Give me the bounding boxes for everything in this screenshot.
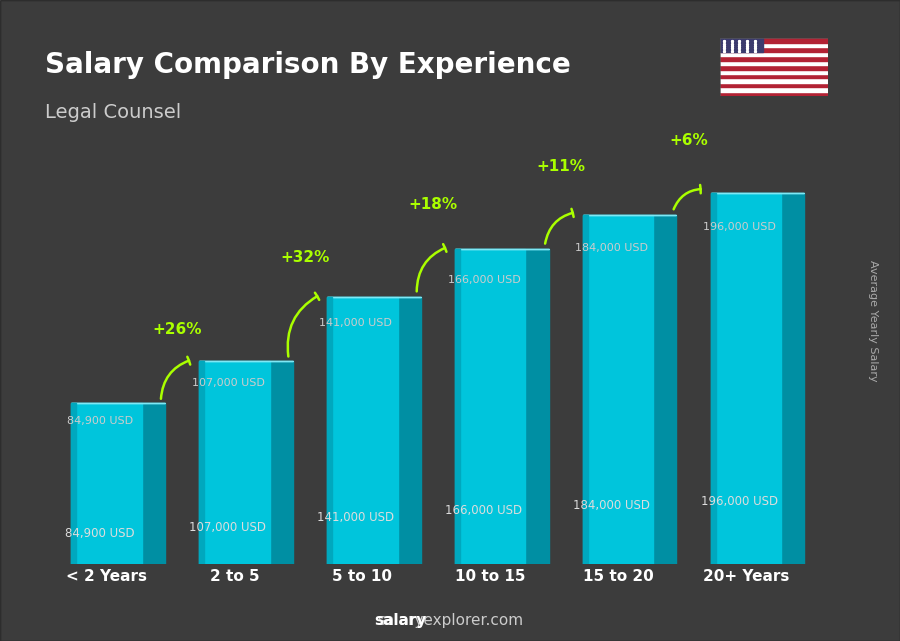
Bar xyxy=(455,249,526,564)
Bar xyxy=(720,38,828,43)
Text: Average Yearly Salary: Average Yearly Salary xyxy=(868,260,878,381)
Polygon shape xyxy=(583,215,589,564)
Text: +11%: +11% xyxy=(536,158,585,174)
Bar xyxy=(720,78,828,83)
Bar xyxy=(720,61,828,65)
Text: salaryexplorer.com: salaryexplorer.com xyxy=(377,613,523,628)
Text: +6%: +6% xyxy=(670,133,708,148)
Text: 184,000 USD: 184,000 USD xyxy=(575,244,648,253)
Text: 166,000 USD: 166,000 USD xyxy=(446,504,523,517)
Text: 107,000 USD: 107,000 USD xyxy=(192,378,265,388)
Text: +32%: +32% xyxy=(280,250,329,265)
Text: +26%: +26% xyxy=(152,322,202,337)
Bar xyxy=(720,83,828,87)
Bar xyxy=(720,92,828,96)
Text: 141,000 USD: 141,000 USD xyxy=(320,318,392,328)
Polygon shape xyxy=(141,403,165,564)
Bar xyxy=(711,193,781,564)
Text: Salary Comparison By Experience: Salary Comparison By Experience xyxy=(45,51,571,79)
Bar xyxy=(720,52,828,56)
Text: 184,000 USD: 184,000 USD xyxy=(573,499,651,512)
Bar xyxy=(199,362,269,564)
Bar xyxy=(720,87,828,92)
Bar xyxy=(583,215,653,564)
Polygon shape xyxy=(711,193,716,564)
Bar xyxy=(720,38,763,52)
Polygon shape xyxy=(269,362,292,564)
Text: 141,000 USD: 141,000 USD xyxy=(318,511,394,524)
Bar xyxy=(71,403,141,564)
Polygon shape xyxy=(653,215,677,564)
Bar xyxy=(720,65,828,69)
Bar xyxy=(720,56,828,61)
Text: 166,000 USD: 166,000 USD xyxy=(447,274,520,285)
Bar xyxy=(720,74,828,78)
Polygon shape xyxy=(199,362,204,564)
Text: 84,900 USD: 84,900 USD xyxy=(65,527,135,540)
Polygon shape xyxy=(455,249,460,564)
Bar xyxy=(720,43,828,47)
Bar xyxy=(720,47,828,52)
Bar xyxy=(327,297,398,564)
Text: 107,000 USD: 107,000 USD xyxy=(190,520,266,534)
Bar xyxy=(720,69,828,74)
Text: 196,000 USD: 196,000 USD xyxy=(704,222,777,232)
Text: 84,900 USD: 84,900 USD xyxy=(67,416,133,426)
Polygon shape xyxy=(71,403,76,564)
Text: 196,000 USD: 196,000 USD xyxy=(701,495,778,508)
Polygon shape xyxy=(781,193,805,564)
Polygon shape xyxy=(398,297,420,564)
Text: Legal Counsel: Legal Counsel xyxy=(45,103,181,122)
Polygon shape xyxy=(526,249,548,564)
Text: salary: salary xyxy=(374,613,427,628)
Polygon shape xyxy=(327,297,332,564)
Text: +18%: +18% xyxy=(408,197,457,212)
